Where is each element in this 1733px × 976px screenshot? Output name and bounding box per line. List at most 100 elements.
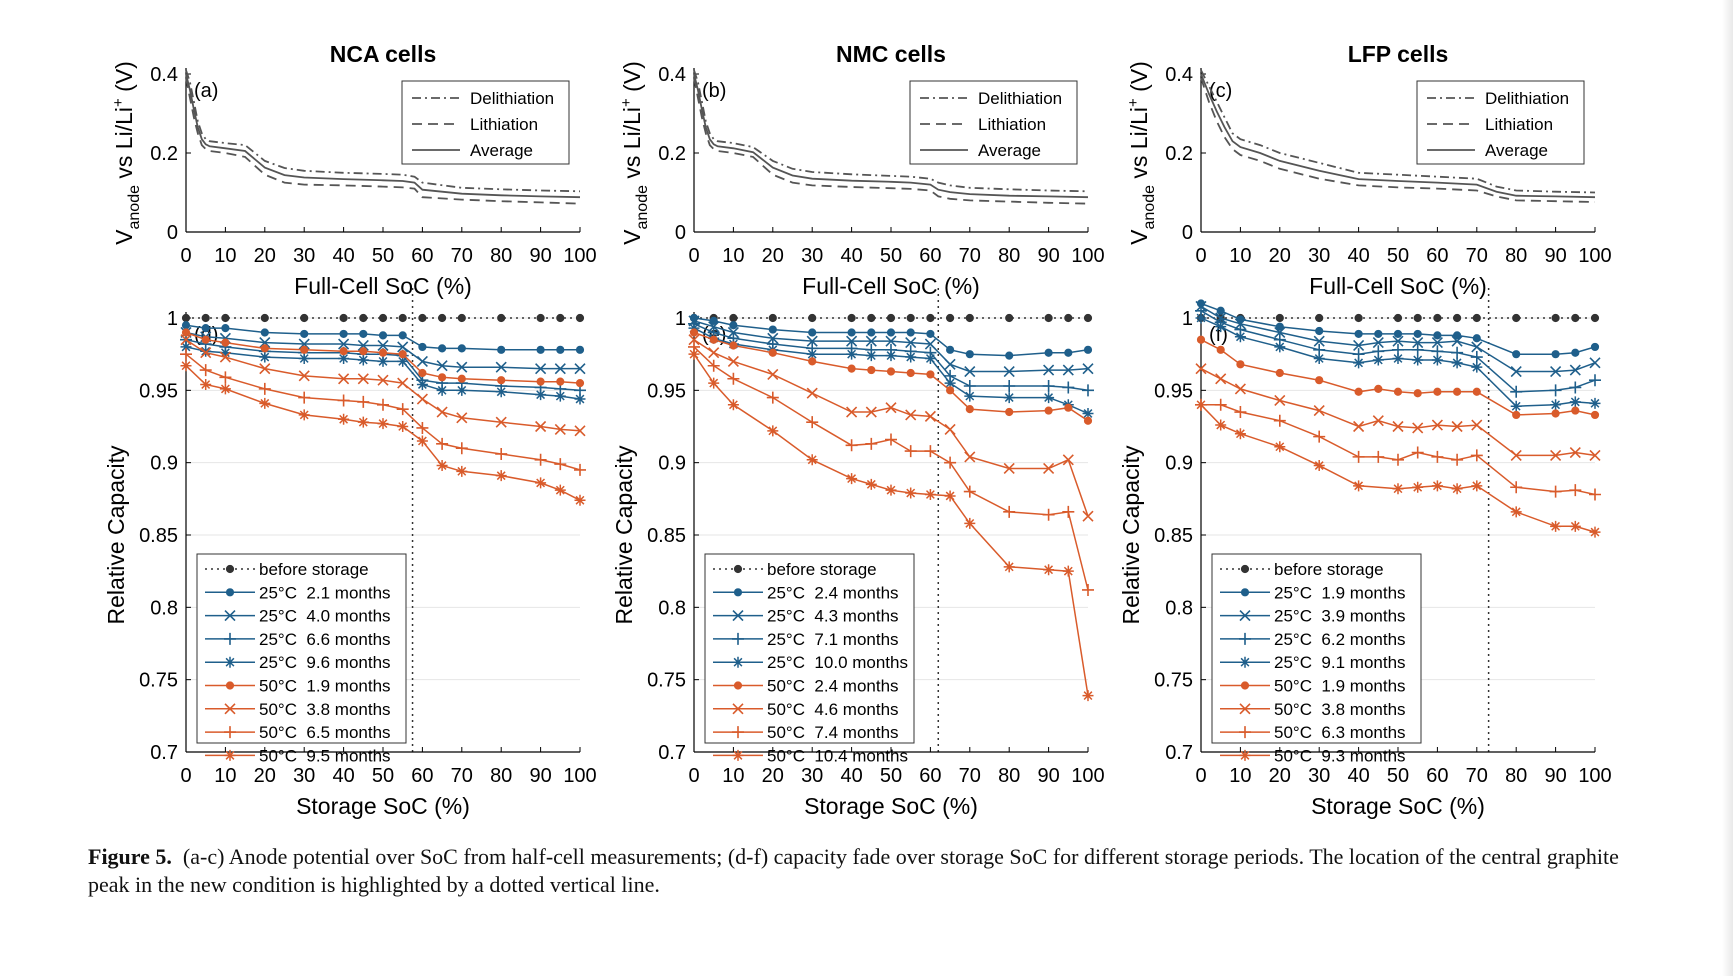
data-point (767, 425, 779, 437)
data-point (806, 348, 818, 360)
data-point (377, 398, 389, 411)
data-point (1471, 419, 1483, 431)
x-tick-label: 50 (1387, 245, 1409, 267)
data-point (298, 370, 310, 382)
data-point (1003, 505, 1016, 518)
data-point (766, 391, 779, 404)
panel-f: 0 10 20 30 40 50 60 70 80 90 100 0.7 0.75 0.8 0.85 0.9 0… (1118, 288, 1612, 819)
data-point (727, 355, 739, 367)
data-point (497, 313, 506, 323)
data-point (885, 335, 897, 347)
data-point (497, 345, 506, 354)
panel-title: NMC cells (836, 41, 946, 67)
data-point (1216, 306, 1225, 315)
data-point (1590, 410, 1600, 420)
panel-d: 0 10 20 30 40 50 60 70 80 90 100 0.7 0.75 0.8 0.85 0.9 0… (103, 288, 597, 819)
data-point (436, 437, 449, 450)
data-point (1354, 329, 1363, 339)
data-point (1512, 410, 1521, 420)
data-point (926, 313, 935, 323)
data-point (398, 350, 407, 359)
data-point (963, 379, 976, 392)
data-point (535, 477, 547, 489)
series-average (693, 73, 1089, 199)
data-point (219, 371, 232, 384)
data-point (337, 394, 350, 407)
data-point (456, 465, 468, 477)
data-point (259, 337, 271, 349)
y-tick-label: 0.75 (139, 670, 178, 692)
data-point (1215, 321, 1227, 333)
y-tick-label: 0 (1182, 222, 1193, 244)
data-point (885, 433, 897, 446)
y-axis-label: Relative Capacity (103, 445, 129, 624)
data-point (221, 324, 230, 333)
data-point (258, 382, 271, 395)
data-point (200, 345, 212, 357)
data-point (1082, 363, 1094, 375)
data-point (1274, 394, 1286, 407)
y-tick-label: 0.75 (647, 670, 686, 692)
data-point (965, 313, 974, 323)
y-tick-label: 0.4 (658, 64, 686, 86)
legend-label: 25°C 10.0 months (767, 653, 908, 672)
legend: Delithiation Lithiation Average (1416, 80, 1585, 165)
data-point (924, 410, 936, 422)
y-tick-label: 0.95 (1154, 380, 1193, 402)
data-point (1313, 405, 1325, 417)
y-axis-label: Vanode vs Li/Li+ (V) (1125, 61, 1158, 245)
data-point (1044, 313, 1053, 323)
x-tick-label: 30 (293, 245, 315, 267)
data-point (1003, 561, 1015, 573)
series-line (693, 327, 1089, 415)
data-point (397, 377, 409, 389)
y-axis-label-unit: (V) (111, 61, 137, 98)
data-point (180, 341, 192, 353)
data-point (535, 420, 547, 433)
data-point (554, 484, 566, 496)
data-point (1569, 446, 1581, 459)
y-tick-label: 1 (675, 308, 686, 330)
x-tick-label: 40 (332, 765, 354, 787)
data-point (1431, 354, 1443, 366)
series-50-c-9-3-months (1195, 399, 1601, 538)
series-line (1200, 305, 1596, 373)
data-point (768, 325, 777, 334)
x-tick-label: 60 (411, 245, 433, 267)
data-point (221, 313, 230, 323)
data-point (846, 348, 858, 360)
data-point (1275, 313, 1284, 323)
series-line (185, 339, 581, 432)
data-point (1510, 385, 1523, 398)
legend-label: Delithiation (470, 89, 554, 108)
data-point (946, 345, 955, 354)
data-point (181, 321, 191, 330)
data-point (1412, 481, 1424, 493)
legend-label: Average (470, 141, 533, 160)
data-point (298, 409, 310, 421)
legend-marker (733, 681, 743, 690)
legend-marker (732, 610, 744, 622)
y-axis-label-unit: (V) (619, 61, 645, 98)
x-tick-label: 40 (332, 245, 354, 267)
legend-label: 25°C 3.9 months (1274, 607, 1406, 626)
figure-caption: Figure 5. (a-c) Anode potential over SoC… (88, 843, 1648, 899)
data-point (1005, 313, 1014, 323)
data-point (1313, 353, 1325, 365)
legend-marker (1239, 726, 1251, 739)
x-axis-label: Storage SoC (%) (804, 793, 978, 819)
data-point (1413, 329, 1422, 339)
data-point (926, 329, 935, 339)
series-line (1200, 77, 1596, 203)
data-point (1353, 480, 1365, 492)
series-line (693, 73, 1089, 199)
data-point (1451, 335, 1463, 347)
y-tick-label: 1 (1182, 308, 1193, 330)
data-point (456, 412, 468, 424)
data-point (924, 445, 937, 458)
y-tick-label: 1 (167, 308, 178, 330)
data-point (378, 313, 388, 323)
data-point (1433, 313, 1442, 323)
data-point (221, 338, 230, 347)
